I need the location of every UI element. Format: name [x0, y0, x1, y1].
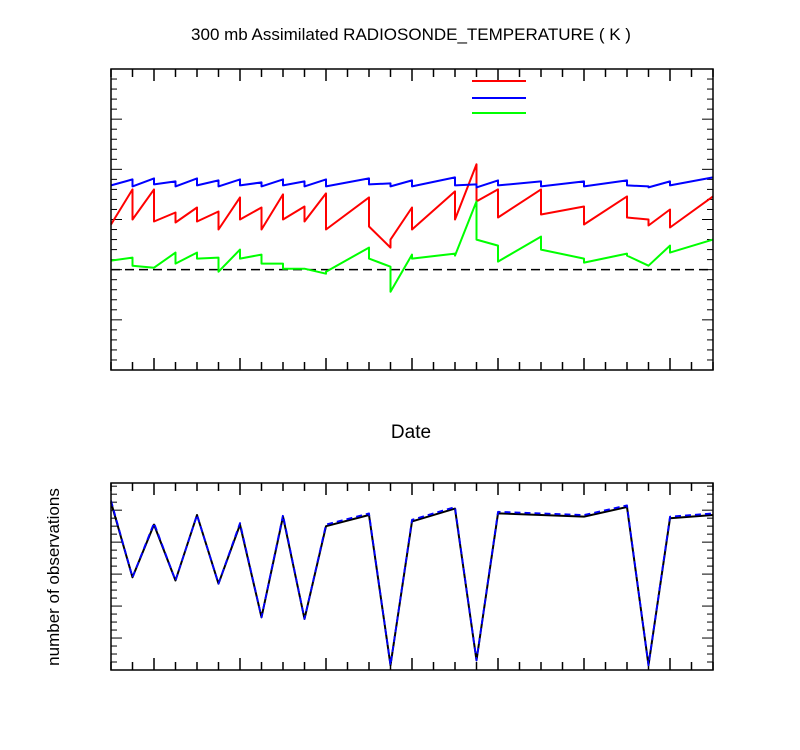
series-line-sprd-ob-error [110, 176, 714, 189]
top-plot-area [110, 68, 714, 371]
chart-title: 300 mb Assimilated RADIOSONDE_TEMPERATUR… [191, 25, 631, 44]
x-axis-label: Date [391, 422, 431, 443]
plot-frame [110, 482, 714, 671]
bottom-plot-area [110, 482, 714, 671]
legend [472, 80, 526, 114]
series-line-bias-o-f [110, 200, 714, 293]
series-line-rmse [110, 163, 714, 249]
top-chart: 300 mb Assimilated RADIOSONDE_TEMPERATUR… [110, 25, 714, 443]
y-axis-label: number of observations [44, 488, 63, 666]
bottom-chart: number of observations [44, 482, 714, 671]
series-line-total [110, 500, 714, 667]
plot-frame [110, 68, 714, 371]
